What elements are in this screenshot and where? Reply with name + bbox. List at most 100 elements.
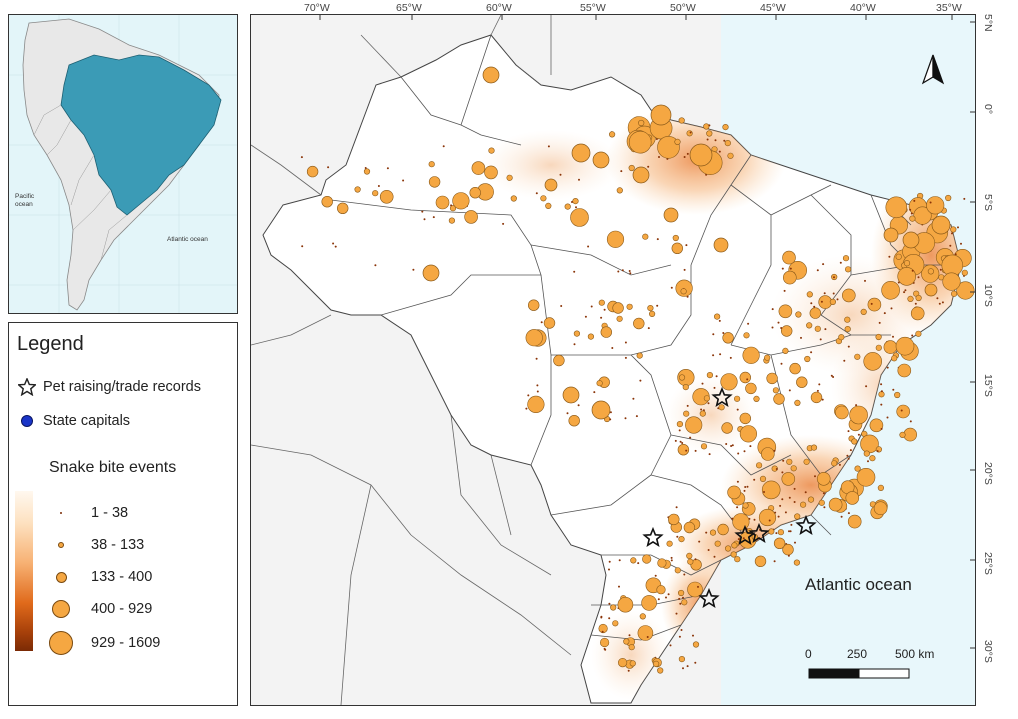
event-dot: [354, 186, 361, 193]
event-dot: [909, 208, 912, 211]
event-dot: [794, 513, 801, 520]
event-dot: [888, 255, 891, 258]
event-dot: [678, 429, 681, 432]
pet-record-star-icon: [795, 514, 817, 536]
event-dot: [851, 438, 858, 445]
event-dot: [566, 412, 569, 415]
event-dot: [442, 145, 445, 148]
event-dot: [771, 326, 774, 329]
event-dot: [818, 295, 833, 309]
event-dot: [301, 245, 304, 248]
event-dot: [680, 288, 687, 295]
pet-record-star-icon: [642, 526, 664, 548]
event-dot: [945, 194, 952, 202]
event-dot: [707, 402, 710, 405]
event-dot: [891, 355, 898, 362]
event-dot: [714, 540, 721, 547]
event-dot: [535, 357, 538, 360]
longitude-label: 55°W: [580, 2, 606, 14]
event-dot: [653, 660, 660, 668]
event-dot: [856, 467, 876, 487]
event-dot: [818, 383, 821, 386]
event-dot: [829, 298, 837, 306]
event-dot: [880, 427, 883, 430]
event-dot: [831, 460, 838, 467]
event-dot: [727, 152, 734, 159]
event-dot: [788, 530, 790, 533]
event-dot: [746, 378, 749, 381]
event-dot: [754, 555, 767, 567]
event-dot: [587, 333, 595, 340]
event-dot: [855, 404, 858, 407]
event-dot: [714, 139, 717, 142]
event-dot: [593, 391, 596, 394]
event-dot: [600, 637, 610, 648]
event-dot: [847, 430, 850, 433]
legend-title: Legend: [17, 333, 84, 355]
event-dot: [543, 317, 556, 329]
event-dot: [612, 302, 624, 314]
legend-class-row: 38 - 133: [39, 531, 144, 559]
event-dot: [731, 542, 738, 549]
event-dot: [886, 416, 889, 419]
latitude-label: 15°S: [982, 374, 994, 397]
event-dot: [706, 138, 709, 141]
event-dot: [698, 540, 701, 543]
event-dot: [639, 613, 646, 620]
event-dot: [897, 267, 917, 286]
event-dot: [814, 325, 821, 332]
event-dot: [608, 560, 611, 563]
event-dot: [624, 356, 627, 359]
event-dot: [907, 295, 914, 303]
event-dot: [880, 383, 883, 386]
event-dot: [845, 491, 860, 505]
event-dot: [778, 304, 793, 319]
capital-dot-icon: [17, 411, 37, 431]
event-dot: [781, 498, 784, 501]
event-dot: [656, 304, 659, 307]
event-dot: [899, 431, 906, 439]
event-dot: [667, 593, 670, 596]
event-dot: [609, 131, 616, 138]
event-dot: [869, 418, 884, 433]
longitude-label: 60°W: [486, 2, 512, 14]
event-dot: [482, 66, 500, 84]
event-dot: [939, 268, 942, 271]
event-dot: [573, 270, 576, 273]
event-dot: [464, 210, 478, 224]
event-dot: [603, 308, 606, 311]
event-dot: [773, 560, 776, 563]
event-dot: [734, 395, 741, 402]
event-dot: [689, 436, 692, 439]
event-dot: [635, 415, 638, 418]
event-dot: [718, 404, 725, 411]
event-dot: [502, 222, 505, 225]
legend-class-label: 38 - 133: [91, 537, 145, 553]
main-map-canvas: [251, 15, 975, 705]
event-dot: [844, 326, 851, 333]
event-dot: [553, 354, 565, 367]
legend-row-pet: Pet raising/trade records: [17, 377, 201, 397]
event-dot: [949, 244, 952, 247]
event-dot: [578, 178, 580, 181]
event-dot: [422, 264, 440, 282]
event-dot: [903, 291, 906, 294]
event-dot: [900, 409, 903, 412]
event-dot: [795, 311, 802, 318]
event-dot: [591, 400, 611, 420]
inset-pacific-label-2: ocean: [15, 201, 33, 208]
event-dot: [838, 334, 845, 341]
event-dot: [642, 554, 652, 564]
event-dot: [608, 568, 610, 571]
event-dot: [412, 268, 415, 271]
event-dot: [575, 206, 577, 209]
event-dot: [788, 389, 791, 392]
event-dot: [646, 636, 649, 638]
event-dot: [747, 322, 750, 325]
event-dot: [867, 460, 869, 463]
event-dot: [722, 123, 729, 131]
scale-label-zero: 0: [805, 647, 812, 661]
event-dot: [628, 270, 631, 272]
event-dot: [810, 351, 813, 354]
event-dot: [915, 330, 922, 337]
